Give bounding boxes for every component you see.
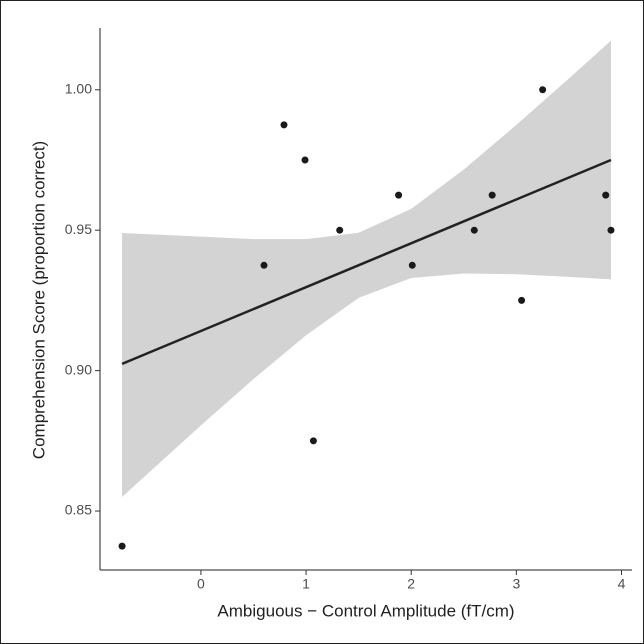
x-axis-title: Ambiguous − Control Amplitude (fT/cm)	[217, 601, 514, 620]
point	[602, 191, 610, 199]
point	[260, 261, 268, 269]
point	[118, 542, 126, 550]
point	[280, 121, 288, 129]
point	[488, 191, 496, 199]
x-tick-label: 3	[512, 576, 520, 592]
point	[408, 261, 416, 269]
point	[395, 191, 403, 199]
point	[607, 226, 615, 234]
y-tick-label: 0.85	[65, 502, 92, 518]
x-tick-label: 1	[302, 576, 310, 592]
y-tick-label: 0.90	[65, 361, 92, 377]
y-tick-label: 1.00	[65, 80, 92, 96]
point	[336, 226, 344, 234]
point	[309, 437, 317, 445]
point	[470, 226, 478, 234]
confidence-band	[122, 40, 611, 497]
x-tick-label: 4	[618, 576, 626, 592]
x-tick-label: 2	[407, 576, 415, 592]
x-tick-label: 0	[197, 576, 205, 592]
point	[539, 86, 547, 94]
point	[301, 156, 309, 164]
point	[518, 296, 526, 304]
y-tick-label: 0.95	[65, 221, 92, 237]
fit-line	[121, 158, 612, 366]
y-axis-title: Comprehension Score (proportion correct)	[29, 141, 48, 459]
